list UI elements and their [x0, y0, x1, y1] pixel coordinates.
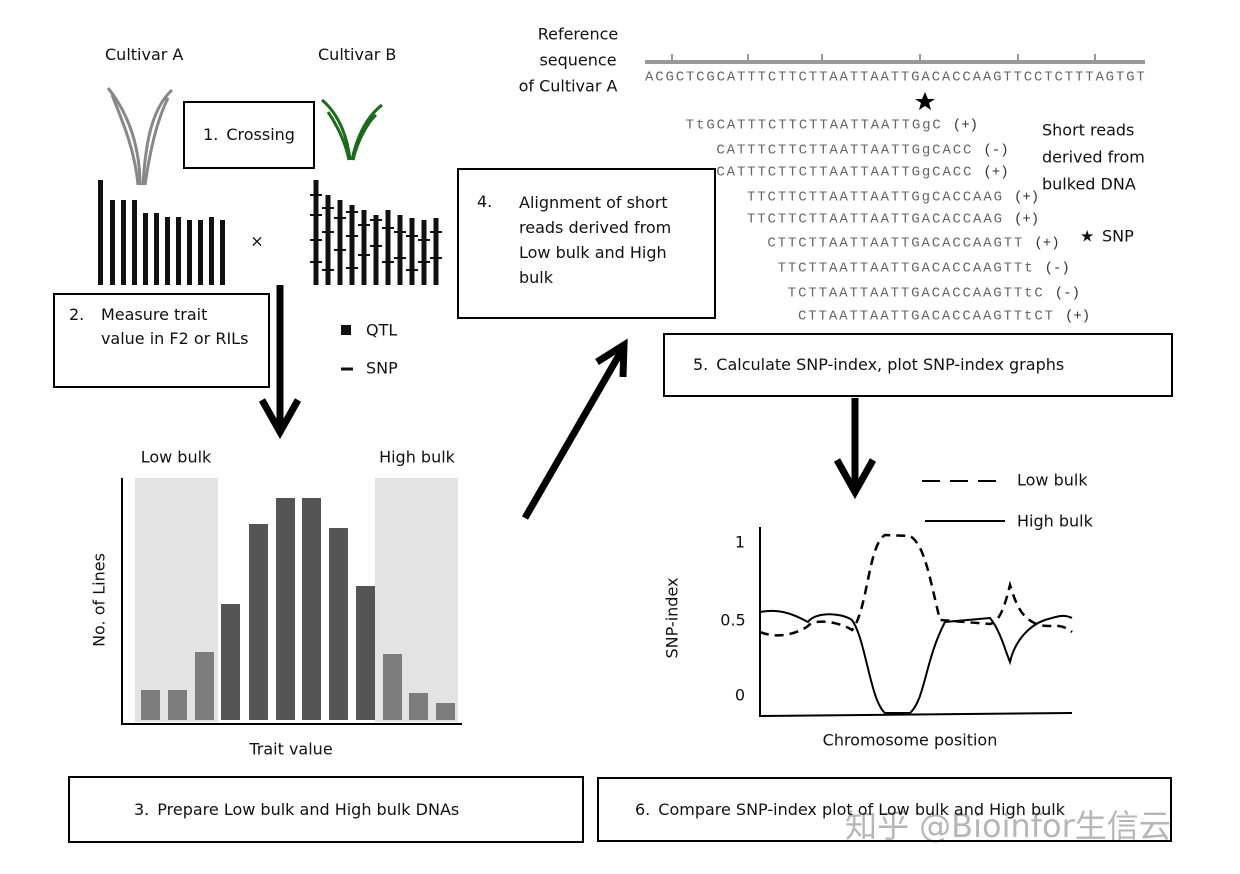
read-sequence: TCTTAATTAATTGACACCAAGTTtC — [788, 286, 1043, 302]
graph-axes — [759, 527, 1073, 718]
chromosomes-b — [310, 180, 442, 285]
y-tick-label: 0.5 — [720, 611, 745, 630]
step-text: Compare SNP-index plot of Low bulk and H… — [658, 799, 1065, 819]
step-text: Prepare Low bulk and High bulk DNAs — [157, 799, 460, 819]
step-3: 3. Prepare Low bulk and High bulk DNAs — [68, 776, 584, 843]
reads-note: Short reads — [1042, 121, 1134, 140]
read-strand: (+) — [1014, 190, 1039, 206]
y-tick-label: 0 — [735, 686, 745, 705]
plant-b — [321, 98, 383, 161]
read-strand: (-) — [983, 143, 1008, 159]
read-strand: (-) — [1055, 286, 1080, 302]
reference-sequence: ACGCTCGCATTTCTTCTTAATTAATTGACACCAAGTTCCT… — [645, 70, 1145, 86]
step-text: Calculate SNP-index, plot SNP-index grap… — [716, 355, 1065, 374]
watermark: 知乎 @Bioinfor生信云 — [845, 807, 1171, 845]
step-number: 3. — [134, 799, 150, 819]
cultivar-a: Cultivar A — [105, 45, 184, 64]
graph-y-title: SNP-index — [663, 578, 682, 659]
cross-symbol: × — [250, 232, 263, 251]
step-1: 1. Crossing — [183, 101, 315, 169]
read-strand: (-) — [1045, 261, 1070, 277]
read-sequence: CTTCTTAATTAATTGACACCAAGTT — [767, 236, 1022, 252]
legend-low: Low bulk — [1017, 471, 1088, 490]
reads-note: derived from — [1042, 148, 1145, 167]
read-strand: (+) — [983, 165, 1008, 181]
reference-ruler — [645, 54, 1145, 64]
step-4: 4. Alignment of short reads derived from … — [457, 168, 716, 319]
snp-key-text: SNP — [1102, 227, 1134, 246]
reference-label: Reference — [538, 25, 619, 44]
plant-a — [106, 87, 174, 186]
chromosomes-a — [98, 180, 225, 285]
step-number: 5. — [693, 355, 709, 374]
step-number: 2. — [69, 305, 85, 324]
y-axis-title: No. of Lines — [90, 553, 109, 647]
reference-label: of Cultivar A — [519, 77, 618, 96]
reference-label: sequence — [539, 51, 616, 70]
snp-star — [915, 92, 935, 110]
step-text: Alignment of short reads derived from Lo… — [519, 193, 672, 287]
cultivar-b: Cultivar B — [318, 45, 397, 64]
step-text: Measure trait value in F2 or RILs — [100, 305, 249, 348]
step-6: 6. Compare SNP-index plot of Low bulk and… — [597, 777, 1172, 842]
y-tick-label: 1 — [735, 533, 745, 552]
read-sequence: CTTAATTAATTGACACCAAGTTtCT — [798, 309, 1053, 325]
step-number: 4. — [477, 192, 493, 211]
step-number: 1. — [203, 125, 219, 144]
read-strand: (+) — [1065, 309, 1090, 325]
qtl-key-label: QTL — [366, 321, 397, 340]
reads-note: bulked DNA — [1042, 175, 1136, 194]
read-strand: (+) — [953, 118, 978, 134]
read-sequence: TTCTTCTTAATTAATTGACACCAAG — [747, 212, 1002, 228]
histogram — [121, 478, 462, 725]
snp-key-label: SNP — [366, 359, 398, 378]
read-sequence: TTCTTAATTAATTGACACCAAGTTt — [778, 261, 1033, 277]
snp-key-symbol: ★ — [1080, 227, 1094, 246]
read-strand: (+) — [1034, 236, 1059, 252]
read-sequence: TtGCATTTCTTCTTAATTAATTGgC — [686, 118, 941, 134]
step-text: Crossing — [226, 125, 295, 144]
high-bulk-curve — [759, 609, 1073, 714]
high-bulk-label: High bulk — [379, 448, 456, 467]
arrows — [258, 285, 877, 520]
low-bulk-label: Low bulk — [141, 448, 212, 467]
step-5: 5. Calculate SNP-index, plot SNP-index gr… — [663, 333, 1173, 397]
x-axis-title: Trait value — [248, 740, 332, 759]
legend-high: High bulk — [1017, 512, 1094, 531]
qtl-key-mark — [341, 325, 351, 335]
read-strand: (+) — [1014, 212, 1039, 228]
read-sequence: CATTTCTTCTTAATTAATTGgCACC — [716, 165, 971, 181]
graph-x-title: Chromosome position — [823, 731, 998, 750]
read-sequence: TTCTTCTTAATTAATTGgCACCAAG — [747, 190, 1002, 206]
read-sequence: CATTTCTTCTTAATTAATTGgCACC — [716, 143, 971, 159]
step-2: 2. Measure trait value in F2 or RILs — [53, 293, 270, 388]
low-bulk-curve — [759, 533, 1073, 637]
step-number: 6. — [635, 799, 651, 819]
